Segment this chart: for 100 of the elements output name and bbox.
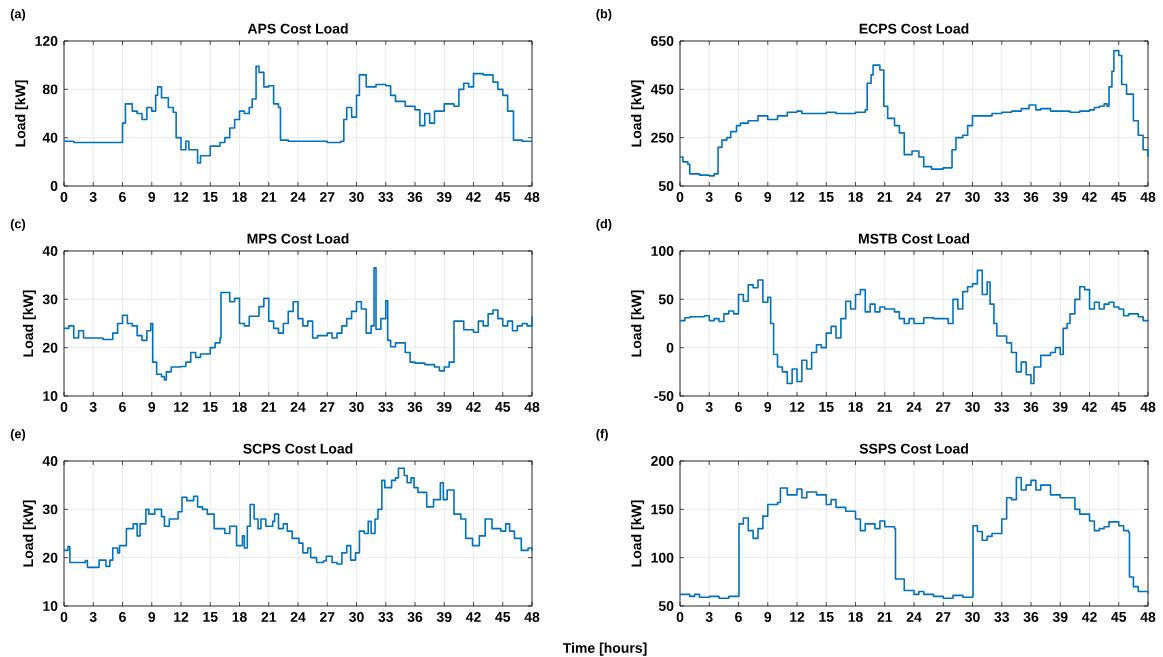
y-axis-title: Load [kW] bbox=[22, 290, 36, 357]
x-tick-label: 48 bbox=[524, 612, 540, 622]
x-tick-label: 42 bbox=[465, 612, 481, 622]
x-tick-label: 21 bbox=[877, 192, 893, 202]
x-tick-label: 18 bbox=[232, 192, 247, 202]
text: (e) bbox=[10, 429, 26, 441]
x-tick-label: 3 bbox=[705, 612, 713, 622]
y-tick-label: 100 bbox=[651, 246, 674, 256]
x-tick-label: 18 bbox=[848, 192, 863, 202]
y-tick-label: 80 bbox=[42, 84, 58, 95]
x-tick-label: 30 bbox=[349, 612, 364, 622]
x-tick-label: 27 bbox=[935, 192, 951, 202]
x-tick-label: 6 bbox=[119, 612, 126, 622]
text: (f) bbox=[596, 429, 608, 441]
x-tick-label: 24 bbox=[290, 402, 306, 412]
x-tick-label: 45 bbox=[495, 402, 511, 412]
x-tick-label: 24 bbox=[906, 192, 922, 202]
x-tick-label: 3 bbox=[89, 192, 97, 202]
y-tick-label: 30 bbox=[42, 294, 58, 305]
x-tick-label: 15 bbox=[819, 612, 834, 622]
x-tick-label: 9 bbox=[148, 612, 156, 622]
x-tick-label: 39 bbox=[436, 192, 452, 202]
y-tick-label: 10 bbox=[43, 391, 58, 401]
x-tick-label: 18 bbox=[848, 402, 863, 412]
x-tick-label: 3 bbox=[89, 402, 97, 412]
y-axis-title: Load [kW] bbox=[631, 80, 645, 147]
x-tick-label: 27 bbox=[319, 612, 335, 622]
x-tick-label: 15 bbox=[203, 402, 218, 412]
x-tick-label: 6 bbox=[735, 192, 742, 202]
x-tick-label: 24 bbox=[906, 612, 922, 622]
x-tick-label: 15 bbox=[203, 192, 218, 202]
x-tick-label: 27 bbox=[319, 192, 335, 202]
x-tick-label: 0 bbox=[676, 192, 684, 202]
chart-title: SSPS Cost Load bbox=[859, 443, 968, 454]
x-tick-label: 12 bbox=[790, 192, 805, 202]
x-tick-label: 12 bbox=[174, 612, 189, 622]
y-tick-label: 150 bbox=[651, 504, 674, 515]
y-tick-label: 50 bbox=[658, 601, 674, 611]
x-tick-label: 48 bbox=[1140, 612, 1156, 622]
x-tick-label: 0 bbox=[676, 402, 684, 412]
x-tick-label: 6 bbox=[119, 402, 126, 412]
x-tick-label: 0 bbox=[60, 402, 68, 412]
y-tick-label: 20 bbox=[42, 552, 58, 563]
x-tick-label: 30 bbox=[349, 402, 364, 412]
y-axis-title: Load [kW] bbox=[631, 290, 645, 357]
x-tick-label: 39 bbox=[1052, 402, 1068, 412]
x-tick-label: 33 bbox=[378, 612, 394, 622]
x-tick-label: 33 bbox=[994, 192, 1010, 202]
x-tick-label: 6 bbox=[119, 192, 126, 202]
x-tick-label: 33 bbox=[994, 612, 1010, 622]
x-tick-label: 3 bbox=[705, 192, 713, 202]
x-tick-label: 36 bbox=[1023, 402, 1039, 412]
y-tick-label: 20 bbox=[42, 342, 58, 353]
x-tick-label: 39 bbox=[1052, 192, 1068, 202]
y-axis-title: Load [kW] bbox=[15, 80, 29, 147]
y-tick-label: 40 bbox=[42, 246, 58, 256]
x-tick-label: 6 bbox=[735, 402, 742, 412]
x-tick-label: 21 bbox=[261, 612, 277, 622]
x-tick-label: 9 bbox=[764, 612, 772, 622]
x-tick-label: 12 bbox=[174, 402, 189, 412]
x-tick-label: 33 bbox=[378, 192, 394, 202]
y-tick-label: 0 bbox=[50, 181, 58, 191]
x-tick-label: 18 bbox=[848, 612, 863, 622]
y-tick-label: 250 bbox=[651, 132, 674, 143]
x-tick-label: 12 bbox=[790, 402, 805, 412]
x-tick-label: 12 bbox=[174, 192, 189, 202]
x-tick-label: 33 bbox=[994, 402, 1010, 412]
y-tick-label: 50 bbox=[658, 181, 674, 191]
y-axis-title: Load [kW] bbox=[22, 500, 36, 567]
x-tick-label: 42 bbox=[1081, 612, 1097, 622]
x-tick-label: 48 bbox=[524, 402, 540, 412]
x-tick-label: 39 bbox=[436, 402, 452, 412]
x-tick-label: 0 bbox=[60, 612, 68, 622]
text: (c) bbox=[10, 219, 26, 231]
x-tick-label: 36 bbox=[1023, 612, 1039, 622]
text: (b) bbox=[596, 9, 612, 21]
x-tick-label: 9 bbox=[148, 402, 156, 412]
x-tick-label: 30 bbox=[349, 192, 364, 202]
x-tick-label: 18 bbox=[232, 612, 247, 622]
x-tick-label: 27 bbox=[935, 402, 951, 412]
x-tick-label: 45 bbox=[495, 192, 511, 202]
x-tick-label: 24 bbox=[906, 402, 922, 412]
x-tick-label: 12 bbox=[790, 612, 805, 622]
text: (d) bbox=[596, 218, 612, 231]
x-tick-label: 42 bbox=[1081, 402, 1097, 412]
x-tick-label: 18 bbox=[232, 402, 247, 412]
y-tick-label: 450 bbox=[650, 84, 674, 95]
x-tick-label: 42 bbox=[1081, 192, 1097, 202]
x-tick-label: 48 bbox=[524, 192, 540, 202]
x-tick-label: 45 bbox=[495, 612, 511, 622]
x-tick-label: 9 bbox=[764, 402, 772, 412]
x-tick-label: 33 bbox=[378, 402, 394, 412]
x-tick-label: 3 bbox=[705, 402, 713, 412]
y-tick-label: 0 bbox=[666, 342, 674, 353]
x-tick-label: 15 bbox=[203, 612, 218, 622]
y-tick-label: 40 bbox=[42, 132, 58, 143]
x-tick-label: 15 bbox=[819, 402, 834, 412]
y-tick-label: -50 bbox=[654, 391, 674, 401]
x-tick-label: 39 bbox=[1052, 612, 1068, 622]
y-tick-label: 10 bbox=[43, 601, 58, 611]
